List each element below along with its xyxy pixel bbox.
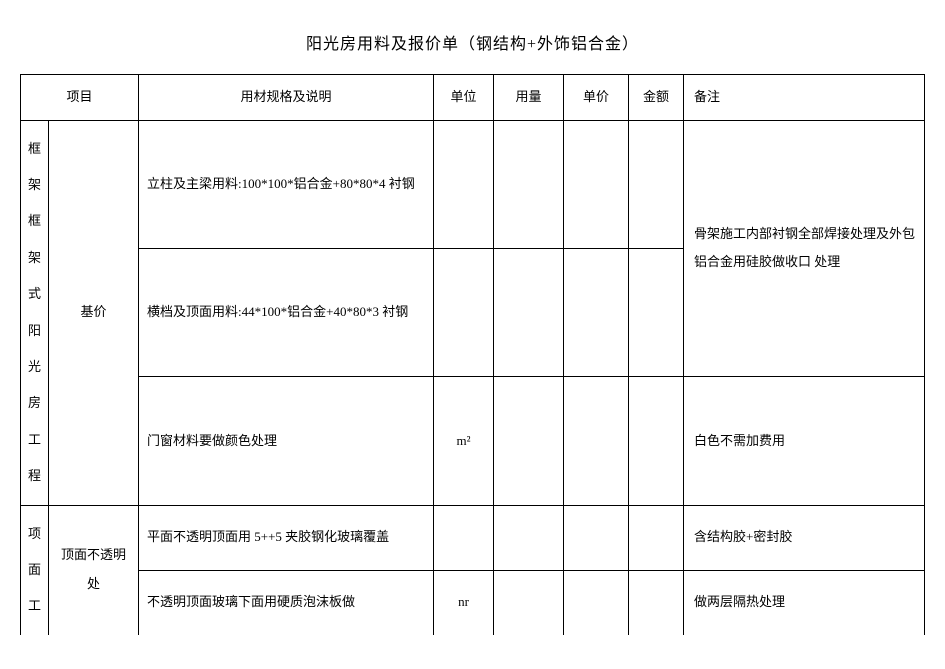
table-row: 不透明顶面玻璃下面用硬质泡沫板做 nr 做两层隔热处理 — [21, 570, 925, 634]
header-remark: 备注 — [684, 75, 925, 121]
unit-cell: m² — [434, 377, 494, 505]
header-unit: 单位 — [434, 75, 494, 121]
header-price: 单价 — [564, 75, 629, 121]
qty-cell — [494, 505, 564, 570]
section-label: 项面工 — [21, 505, 49, 635]
remark-cell: 含结构胶+密封胶 — [684, 505, 925, 570]
item-label: 顶面不透明处 — [49, 505, 139, 635]
price-cell — [564, 570, 629, 634]
spec-cell: 门窗材料要做颜色处理 — [139, 377, 434, 505]
spec-cell: 不透明顶面玻璃下面用硬质泡沫板做 — [139, 570, 434, 634]
remark-cell: 骨架施工内部衬钢全部焊接处理及外包铝合金用硅胶做收口 处理 — [684, 120, 925, 377]
unit-cell: nr — [434, 570, 494, 634]
amt-cell — [629, 248, 684, 376]
table-row: 门窗材料要做颜色处理 m² 白色不需加费用 — [21, 377, 925, 505]
price-cell — [564, 505, 629, 570]
header-item: 项目 — [21, 75, 139, 121]
remark-cell: 白色不需加费用 — [684, 377, 925, 505]
spec-cell: 平面不透明顶面用 5++5 夹胶钢化玻璃覆盖 — [139, 505, 434, 570]
qty-cell — [494, 377, 564, 505]
price-cell — [564, 248, 629, 376]
qty-cell — [494, 120, 564, 248]
amt-cell — [629, 377, 684, 505]
price-cell — [564, 377, 629, 505]
price-cell — [564, 120, 629, 248]
table-header-row: 项目 用材规格及说明 单位 用量 单价 金额 备注 — [21, 75, 925, 121]
amt-cell — [629, 120, 684, 248]
qty-cell — [494, 570, 564, 634]
header-qty: 用量 — [494, 75, 564, 121]
header-amt: 金额 — [629, 75, 684, 121]
spec-cell: 立柱及主梁用料:100*100*铝合金+80*80*4 衬钢 — [139, 120, 434, 248]
page-title: 阳光房用料及报价单（钢结构+外饰铝合金） — [20, 30, 925, 54]
spec-cell: 横档及顶面用料:44*100*铝合金+40*80*3 衬钢 — [139, 248, 434, 376]
table-row: 项面工 顶面不透明处 平面不透明顶面用 5++5 夹胶钢化玻璃覆盖 含结构胶+密… — [21, 505, 925, 570]
item-label: 基价 — [49, 120, 139, 505]
remark-cell: 做两层隔热处理 — [684, 570, 925, 634]
header-spec: 用材规格及说明 — [139, 75, 434, 121]
unit-cell — [434, 248, 494, 376]
qty-cell — [494, 248, 564, 376]
quotation-table: 项目 用材规格及说明 单位 用量 单价 金额 备注 框架框架式阳光房工程 基价 … — [20, 74, 925, 635]
table-row: 框架框架式阳光房工程 基价 立柱及主梁用料:100*100*铝合金+80*80*… — [21, 120, 925, 248]
section-label: 框架框架式阳光房工程 — [21, 120, 49, 505]
amt-cell — [629, 570, 684, 634]
unit-cell — [434, 505, 494, 570]
amt-cell — [629, 505, 684, 570]
unit-cell — [434, 120, 494, 248]
